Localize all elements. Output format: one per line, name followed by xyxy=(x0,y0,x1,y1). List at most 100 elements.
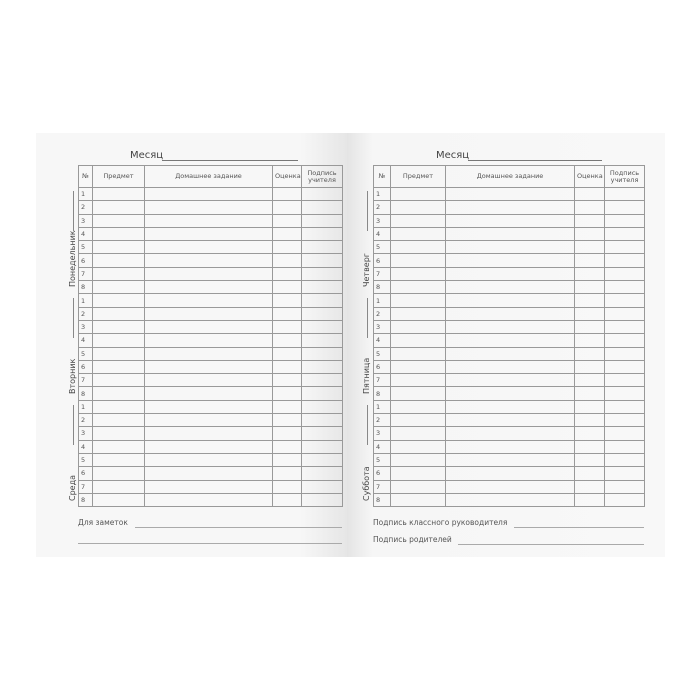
table-cell[interactable] xyxy=(574,399,605,415)
table-cell[interactable] xyxy=(445,333,575,348)
table-cell[interactable] xyxy=(272,359,302,375)
table-cell[interactable] xyxy=(390,346,446,361)
table-cell[interactable] xyxy=(445,452,575,468)
table-cell[interactable] xyxy=(604,186,645,202)
table-cell[interactable] xyxy=(272,293,302,308)
table-cell[interactable] xyxy=(301,240,343,255)
table-cell[interactable] xyxy=(445,266,575,282)
table-cell[interactable] xyxy=(272,439,302,454)
table-cell[interactable] xyxy=(92,359,145,375)
table-cell[interactable] xyxy=(272,479,302,494)
month-field-right[interactable] xyxy=(468,160,602,161)
table-cell[interactable] xyxy=(390,479,446,494)
table-cell[interactable] xyxy=(574,479,605,494)
table-cell[interactable] xyxy=(574,293,605,308)
table-cell[interactable] xyxy=(445,319,575,335)
table-cell[interactable] xyxy=(92,466,145,481)
table-cell[interactable] xyxy=(144,240,273,255)
table-cell[interactable] xyxy=(574,213,605,228)
table-cell[interactable] xyxy=(144,319,273,335)
table-cell[interactable] xyxy=(92,492,145,508)
table-cell[interactable] xyxy=(574,200,605,215)
table-cell[interactable] xyxy=(390,466,446,481)
table-cell[interactable] xyxy=(445,399,575,415)
table-cell[interactable] xyxy=(445,306,575,321)
table-cell[interactable] xyxy=(604,240,645,255)
table-cell[interactable] xyxy=(445,439,575,454)
table-cell[interactable] xyxy=(272,492,302,508)
table-cell[interactable] xyxy=(604,439,645,454)
month-field-left[interactable] xyxy=(162,160,298,161)
table-cell[interactable] xyxy=(574,426,605,441)
table-cell[interactable] xyxy=(272,266,302,282)
table-cell[interactable] xyxy=(144,413,273,428)
table-cell[interactable] xyxy=(92,253,145,268)
table-cell[interactable] xyxy=(445,200,575,215)
table-cell[interactable] xyxy=(445,226,575,242)
table-cell[interactable] xyxy=(445,240,575,255)
table-cell[interactable] xyxy=(445,426,575,441)
table-cell[interactable] xyxy=(301,439,343,454)
table-cell[interactable] xyxy=(92,200,145,215)
table-cell[interactable] xyxy=(92,479,145,494)
table-cell[interactable] xyxy=(272,306,302,321)
table-cell[interactable] xyxy=(604,399,645,415)
table-cell[interactable] xyxy=(272,213,302,228)
table-cell[interactable] xyxy=(390,240,446,255)
table-cell[interactable] xyxy=(445,479,575,494)
table-cell[interactable] xyxy=(604,333,645,348)
table-cell[interactable] xyxy=(604,266,645,282)
table-cell[interactable] xyxy=(445,186,575,202)
table-cell[interactable] xyxy=(390,293,446,308)
table-cell[interactable] xyxy=(574,386,605,401)
table-cell[interactable] xyxy=(301,492,343,508)
table-cell[interactable] xyxy=(144,346,273,361)
table-cell[interactable] xyxy=(574,452,605,468)
table-cell[interactable] xyxy=(92,386,145,401)
table-cell[interactable] xyxy=(604,359,645,375)
table-cell[interactable] xyxy=(272,253,302,268)
table-cell[interactable] xyxy=(272,373,302,388)
table-cell[interactable] xyxy=(92,319,145,335)
table-cell[interactable] xyxy=(92,213,145,228)
table-cell[interactable] xyxy=(144,452,273,468)
table-cell[interactable] xyxy=(92,452,145,468)
table-cell[interactable] xyxy=(574,333,605,348)
table-cell[interactable] xyxy=(445,413,575,428)
table-cell[interactable] xyxy=(604,293,645,308)
table-cell[interactable] xyxy=(390,186,446,202)
table-cell[interactable] xyxy=(390,413,446,428)
table-cell[interactable] xyxy=(574,306,605,321)
table-cell[interactable] xyxy=(390,226,446,242)
table-cell[interactable] xyxy=(301,306,343,321)
table-cell[interactable] xyxy=(144,213,273,228)
table-cell[interactable] xyxy=(445,346,575,361)
table-cell[interactable] xyxy=(301,213,343,228)
day-date-line[interactable] xyxy=(73,191,74,231)
table-cell[interactable] xyxy=(574,346,605,361)
table-cell[interactable] xyxy=(144,200,273,215)
table-cell[interactable] xyxy=(574,280,605,295)
table-cell[interactable] xyxy=(144,399,273,415)
table-cell[interactable] xyxy=(92,293,145,308)
table-cell[interactable] xyxy=(574,253,605,268)
table-cell[interactable] xyxy=(144,280,273,295)
table-cell[interactable] xyxy=(390,306,446,321)
table-cell[interactable] xyxy=(301,413,343,428)
table-cell[interactable] xyxy=(144,293,273,308)
table-cell[interactable] xyxy=(604,492,645,508)
table-cell[interactable] xyxy=(301,333,343,348)
table-cell[interactable] xyxy=(92,306,145,321)
table-cell[interactable] xyxy=(390,253,446,268)
table-cell[interactable] xyxy=(445,293,575,308)
table-cell[interactable] xyxy=(604,452,645,468)
table-cell[interactable] xyxy=(445,492,575,508)
table-cell[interactable] xyxy=(272,466,302,481)
table-cell[interactable] xyxy=(390,213,446,228)
table-cell[interactable] xyxy=(301,399,343,415)
day-date-line[interactable] xyxy=(367,191,368,231)
table-cell[interactable] xyxy=(301,452,343,468)
table-cell[interactable] xyxy=(604,226,645,242)
table-cell[interactable] xyxy=(301,226,343,242)
table-cell[interactable] xyxy=(604,413,645,428)
